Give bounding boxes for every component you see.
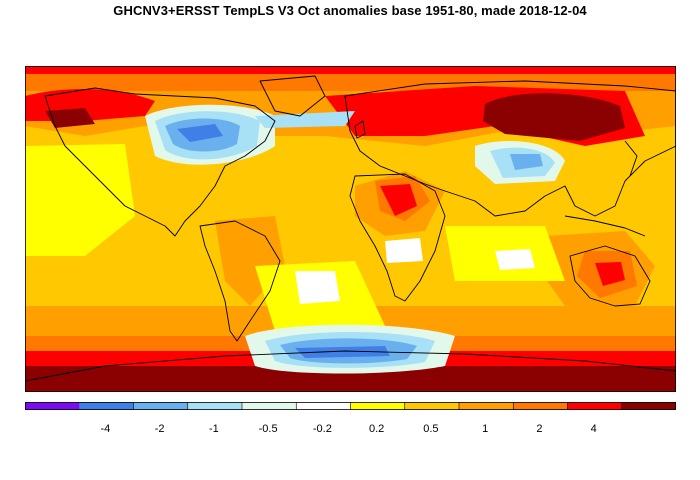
color-legend: -4 -2 -1 -0.5 -0.2 0.2 0.5 1 2 4 [25,402,676,435]
anomaly-map [25,66,676,392]
legend-label: 2 [536,423,542,435]
field-yellow-zone [25,144,135,256]
field-white-zone [385,238,423,263]
coastlines [25,75,676,382]
legend-swatch [79,402,134,410]
map-title: GHCNV3+ERSST TempLS V3 Oct anomalies bas… [113,3,587,18]
legend-label: -4 [100,423,110,435]
legend-label: 0.5 [423,423,438,435]
field-red-zone [25,66,676,74]
legend-swatch [25,402,80,410]
legend-swatch [187,402,243,410]
legend-swatches [25,402,676,410]
legend-label: 1 [482,423,488,435]
field-dark-red-zone [45,108,95,128]
field-cold-north-america [177,124,223,142]
field-cold-antarctica [295,346,390,358]
legend-swatch [404,402,460,410]
legend-label: -0.5 [259,423,278,435]
legend-label: 0.2 [369,423,384,435]
legend-label: -0.2 [313,423,332,435]
australia-coast [569,245,651,307]
field-cold-asia [510,154,543,170]
legend-swatch [242,402,297,410]
legend-swatch [133,402,189,410]
field-red-zone [595,262,625,286]
legend-label: -2 [155,423,165,435]
north-america-coast [44,87,276,237]
field-white-zone [295,271,340,304]
legend-swatch [513,402,568,410]
field-white-zone [495,249,535,270]
eurasia-coast [344,80,676,217]
south-america-coast [199,220,281,342]
legend-swatch [350,402,406,410]
indonesia-coast [564,215,646,237]
legend-swatch [459,402,514,410]
field-red-zone [380,184,417,216]
africa-coast [349,173,446,302]
uk-coast [354,120,366,139]
antarctica-coast [25,350,676,382]
field-dark-red-zone [483,93,625,141]
field-dark-red-zone [25,366,676,392]
japan-coast [624,140,638,177]
legend-swatch [621,402,676,410]
greenland-coast [259,75,326,117]
legend-label: 4 [591,423,597,435]
legend-label: -1 [209,423,219,435]
field-cold-pacific [255,111,355,128]
legend-swatch [296,402,351,410]
legend-labels: -4 -2 -1 -0.5 -0.2 0.2 0.5 1 2 4 [100,402,623,435]
map-frame [25,66,676,392]
legend-swatch [567,402,623,410]
